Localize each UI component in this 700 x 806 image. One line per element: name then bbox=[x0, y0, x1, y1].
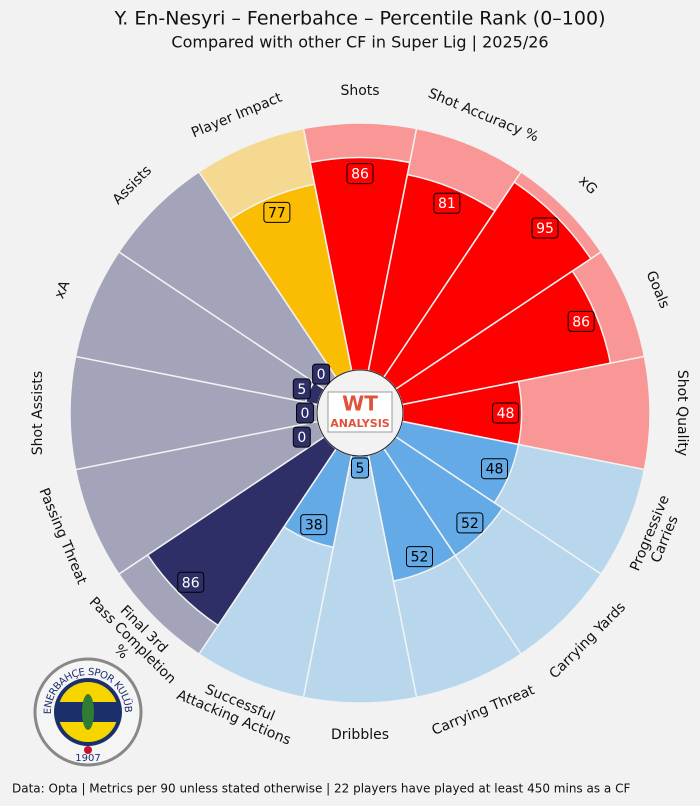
value-label-box bbox=[456, 512, 484, 534]
category-label: Player Impact bbox=[189, 89, 285, 141]
club-logo-year: 1907 bbox=[75, 753, 100, 764]
center-logo-frame bbox=[327, 391, 393, 433]
value-label-box bbox=[292, 426, 311, 448]
category-label: ProgressiveCarries bbox=[627, 493, 687, 580]
value-label-box bbox=[346, 163, 374, 185]
value-label: 0 bbox=[317, 367, 326, 383]
category-label: Shot Quality bbox=[674, 370, 690, 456]
value-label: 95 bbox=[536, 221, 554, 237]
value-label-box bbox=[567, 310, 595, 332]
value-label: 52 bbox=[461, 516, 479, 532]
category-label: xG bbox=[575, 173, 600, 198]
value-label-box bbox=[312, 363, 331, 385]
value-label: 0 bbox=[301, 406, 310, 422]
category-label: Dribbles bbox=[331, 727, 389, 743]
category-label: Shot Assists bbox=[30, 371, 46, 455]
value-label: 48 bbox=[497, 406, 515, 422]
value-label: 48 bbox=[486, 462, 504, 478]
value-label-box bbox=[300, 514, 328, 536]
value-label-box bbox=[351, 457, 369, 479]
category-label: xA bbox=[52, 278, 74, 301]
chart-subtitle: Compared with other CF in Super Lig | 20… bbox=[171, 33, 548, 52]
value-label: 5 bbox=[356, 461, 365, 477]
value-label-box bbox=[492, 402, 520, 424]
value-label: 86 bbox=[572, 314, 590, 330]
value-label: 38 bbox=[305, 518, 323, 534]
center-logo: WT bbox=[342, 392, 378, 416]
value-label: 81 bbox=[438, 196, 456, 212]
category-label: Goals bbox=[643, 269, 673, 311]
footer: Data: Opta | Metrics per 90 unless state… bbox=[12, 782, 630, 796]
value-label-box bbox=[292, 378, 311, 400]
value-label-box bbox=[263, 201, 291, 223]
value-label: 86 bbox=[351, 167, 369, 183]
value-label: 0 bbox=[297, 430, 306, 446]
value-label-box bbox=[433, 192, 461, 214]
category-label: Shots bbox=[340, 83, 379, 99]
value-label: 5 bbox=[297, 382, 306, 398]
category-label: Passing Threat bbox=[35, 486, 89, 587]
value-label: 52 bbox=[411, 550, 429, 566]
value-label: 77 bbox=[268, 205, 286, 221]
category-label: Assists bbox=[110, 163, 155, 208]
value-label: 86 bbox=[182, 575, 200, 591]
chart-title: Y. En-Nesyri – Fenerbahce – Percentile R… bbox=[113, 8, 605, 30]
value-label-box bbox=[177, 571, 205, 593]
value-label-box bbox=[480, 458, 508, 480]
value-label-box bbox=[405, 546, 433, 568]
value-label-box bbox=[531, 217, 559, 239]
center-logo: ANALYSIS bbox=[330, 417, 390, 430]
value-label-box bbox=[296, 402, 314, 424]
